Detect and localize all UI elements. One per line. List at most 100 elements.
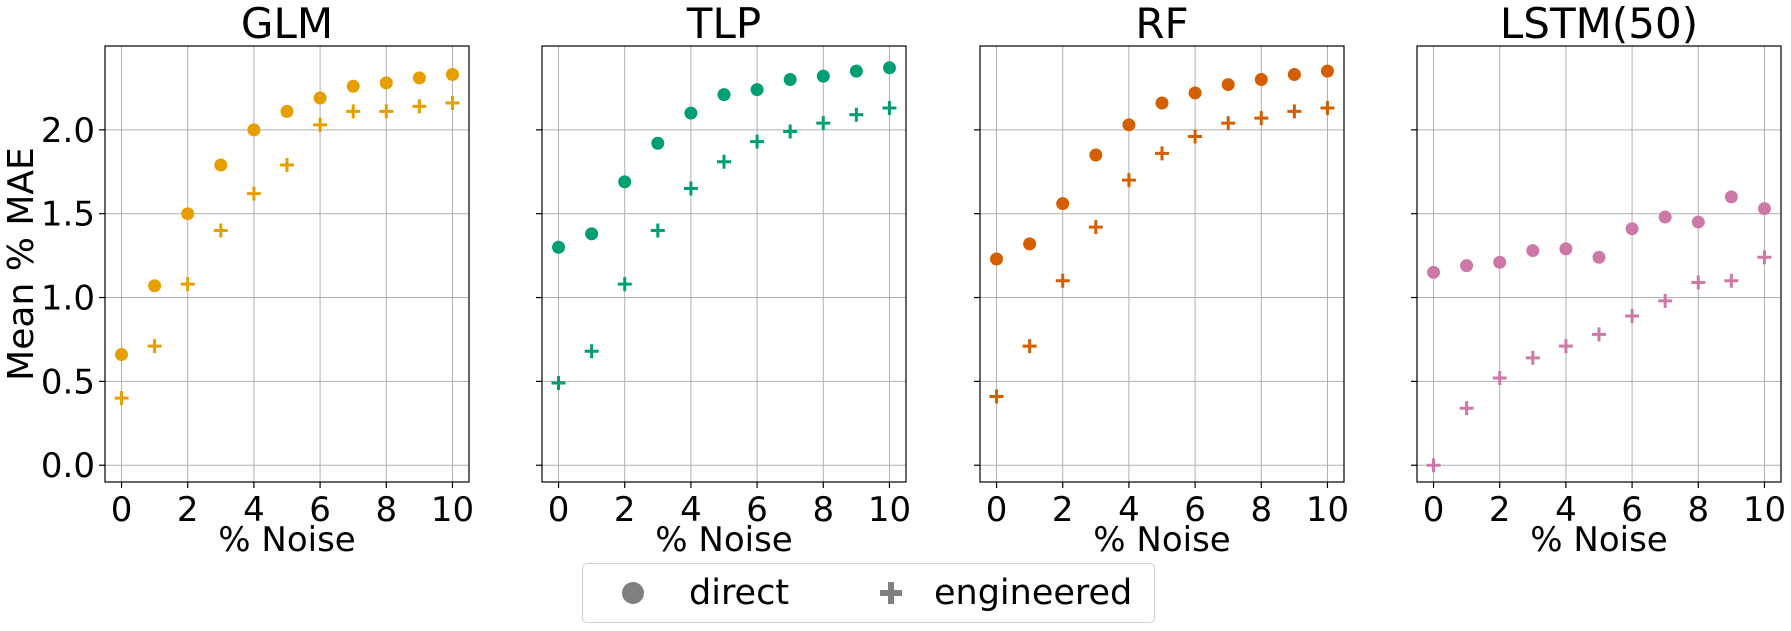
point-direct-tlp	[684, 106, 698, 120]
point-engineered-glm	[147, 339, 162, 354]
legend-item-direct: direct	[613, 564, 789, 621]
point-engineered-rf	[989, 389, 1004, 404]
point-direct-rf	[990, 252, 1004, 266]
plot-frame	[979, 45, 1345, 483]
x-axis-label: % Noise	[655, 520, 792, 560]
point-engineered-rf	[1155, 146, 1169, 161]
point-direct-glm	[379, 76, 393, 90]
point-engineered-rf	[1088, 220, 1103, 235]
legend-label-engineered: engineered	[934, 572, 1133, 613]
point-engineered-tlp	[683, 181, 698, 196]
point-engineered-glm	[180, 277, 195, 292]
y-tick-label: 0.0	[41, 446, 95, 486]
point-direct-glm	[412, 71, 426, 85]
point-direct-glm	[313, 91, 327, 105]
point-engineered-rf	[1254, 111, 1269, 126]
point-direct-tlp	[783, 73, 797, 87]
point-engineered-glm	[379, 104, 394, 119]
y-axis-label: Mean % MAE	[1, 147, 42, 381]
x-axis-label: % Noise	[1093, 520, 1230, 560]
x-tick-label: 4	[243, 490, 265, 530]
x-tick-label: 6	[309, 490, 331, 530]
point-direct-lstm50	[1526, 244, 1540, 258]
point-engineered-tlp	[750, 134, 765, 149]
point-direct-tlp	[552, 240, 566, 254]
panel-rf: 0 2 4 6 8 10 RF % Noise	[974, 0, 1349, 560]
point-direct-tlp	[618, 175, 632, 189]
x-tick-label: 10	[1306, 490, 1349, 530]
point-direct-lstm50	[1757, 202, 1771, 216]
x-tick-label: 6	[746, 490, 768, 530]
point-engineered-tlp	[617, 277, 632, 292]
x-tick-label: 8	[375, 490, 397, 530]
y-tick-label: 1.5	[41, 195, 95, 235]
point-engineered-glm	[114, 391, 129, 406]
panel-tlp: 0 2 4 6 8 10 TLP % Noise	[536, 0, 911, 560]
point-direct-lstm50	[1592, 250, 1606, 264]
point-direct-glm	[115, 348, 129, 362]
point-direct-rf	[1089, 148, 1103, 162]
x-tick-label: 10	[868, 490, 911, 530]
point-direct-glm	[280, 104, 294, 118]
legend-label-direct: direct	[689, 572, 790, 613]
point-direct-rf	[1023, 237, 1037, 251]
point-direct-tlp	[816, 69, 830, 83]
point-engineered-lstm50	[1525, 350, 1540, 365]
x-tick-label: 10	[431, 490, 474, 530]
point-engineered-glm	[412, 99, 427, 114]
panel-glm: 0 2 4 6 8 10 0.0 0.5 1.0 1.5 2.0 GLM % Noise	[41, 0, 474, 560]
point-engineered-tlp	[584, 344, 599, 359]
point-engineered-tlp	[783, 124, 798, 139]
x-axis-label: % Noise	[218, 520, 355, 560]
point-engineered-glm	[246, 186, 261, 201]
panel-title-glm: GLM	[241, 0, 333, 48]
legend-item-engineered: engineered	[871, 564, 1132, 621]
point-direct-glm	[148, 279, 162, 293]
x-tick-label: 8	[1250, 490, 1272, 530]
x-axis-label: % Noise	[1530, 520, 1667, 560]
point-engineered-tlp	[849, 107, 864, 122]
point-engineered-glm	[346, 104, 361, 119]
point-engineered-tlp	[717, 154, 731, 169]
point-engineered-glm	[313, 117, 328, 132]
point-engineered-tlp	[882, 101, 897, 116]
point-direct-glm	[346, 79, 360, 93]
panel-lstm50: 0 2 4 6 8 10 LSTM(50) % Noise	[1411, 0, 1786, 560]
x-tick-label: 4	[680, 490, 702, 530]
legend: direct engineered	[582, 563, 1155, 623]
point-engineered-tlp	[650, 223, 665, 238]
x-tick-label: 2	[177, 490, 199, 530]
point-engineered-tlp	[551, 376, 566, 391]
point-direct-rf	[1056, 197, 1070, 211]
circle-marker-icon	[622, 581, 644, 604]
panel-title-lstm50: LSTM(50)	[1500, 0, 1698, 48]
point-engineered-glm	[213, 223, 228, 238]
point-direct-rf	[1122, 118, 1136, 132]
x-tick-label: 4	[1118, 490, 1140, 530]
x-tick-label: 6	[1184, 490, 1206, 530]
point-engineered-rf	[1121, 173, 1136, 188]
point-engineered-rf	[1188, 129, 1203, 144]
x-tick-label: 2	[614, 490, 636, 530]
point-engineered-lstm50	[1558, 339, 1573, 354]
point-engineered-glm	[280, 158, 294, 173]
point-engineered-tlp	[816, 116, 831, 131]
point-engineered-lstm50	[1492, 371, 1507, 386]
point-engineered-rf	[1287, 104, 1302, 119]
point-direct-tlp	[882, 61, 896, 75]
point-direct-tlp	[717, 88, 731, 102]
point-direct-rf	[1188, 86, 1202, 100]
panel-title-tlp: TLP	[686, 0, 761, 48]
x-tick-label: 8	[1687, 490, 1709, 530]
plot-frame	[541, 45, 907, 483]
point-direct-rf	[1221, 78, 1235, 92]
y-tick-label: 0.5	[41, 362, 95, 402]
x-tick-label: 4	[1555, 490, 1577, 530]
x-tick-label: 0	[111, 490, 133, 530]
point-direct-rf	[1254, 73, 1268, 87]
plus-marker-icon	[880, 581, 902, 604]
point-engineered-lstm50	[1724, 273, 1739, 288]
point-direct-tlp	[849, 64, 863, 78]
x-tick-label: 10	[1743, 490, 1786, 530]
